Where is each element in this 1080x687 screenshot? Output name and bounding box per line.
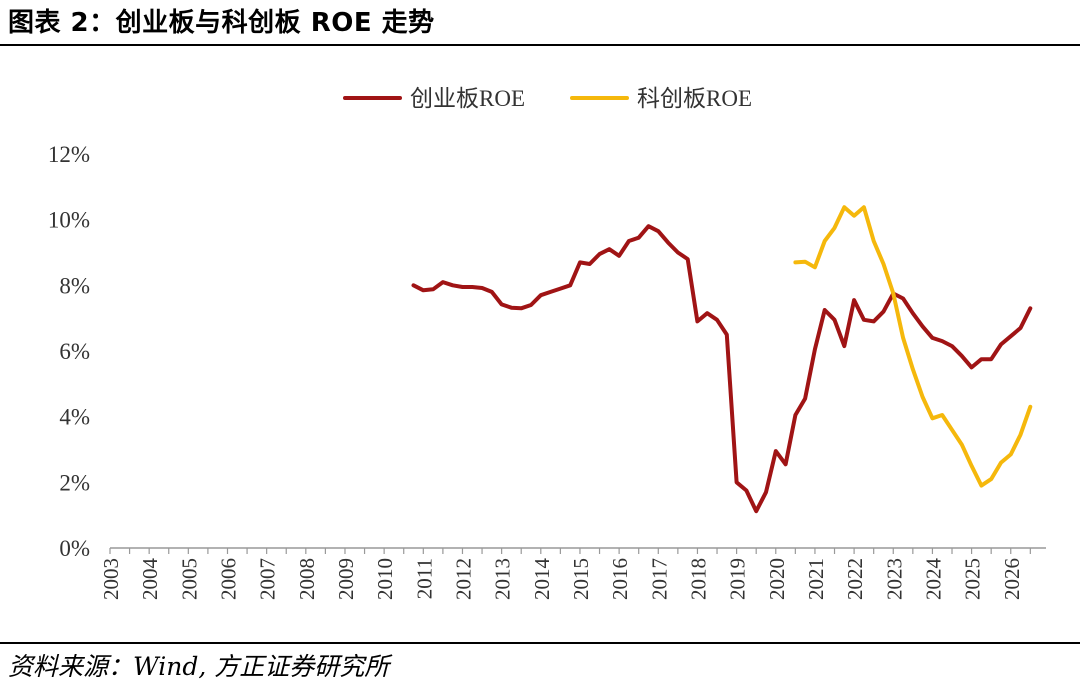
x-tick-label: 2010	[373, 558, 397, 600]
x-tick-label: 2019	[726, 558, 750, 600]
x-tick-label: 2013	[491, 558, 515, 600]
y-tick-label: 10%	[48, 208, 90, 233]
x-tick-label: 2007	[256, 558, 280, 600]
legend-label-1: 创业板ROE	[410, 86, 525, 111]
x-tick-label: 2016	[608, 558, 632, 600]
y-tick-label: 12%	[48, 142, 90, 167]
x-tick-label: 2009	[334, 558, 358, 600]
x-tick-label: 2004	[138, 558, 162, 601]
series-line-2	[793, 205, 1033, 488]
x-tick-label: 2014	[530, 558, 554, 601]
x-tick-label: 2022	[843, 558, 867, 600]
x-tick-label: 2017	[647, 558, 671, 600]
series-layer	[411, 205, 1033, 514]
y-tick-label: 4%	[59, 405, 90, 430]
x-tick-label: 2003	[99, 558, 123, 600]
figure-footer: 资料来源：Wind, 方正证券研究所	[0, 642, 1080, 687]
roe-line-chart: 创业板ROE 科创板ROE 0%2%4%6%8%10%12% 2003 2004 20…	[48, 86, 1046, 601]
x-tick-label: 2021	[804, 558, 828, 600]
source-note: 资料来源：Wind, 方正证券研究所	[8, 652, 390, 681]
y-axis: 0% 2% 4% 6% 8% 10% 12%	[48, 142, 90, 561]
chart-legend: 创业板ROE 科创板ROE	[343, 86, 752, 111]
x-tick-label: 2025	[961, 558, 985, 600]
series-line-1	[411, 224, 1033, 514]
x-tick-label: 2024	[921, 558, 945, 601]
y-tick-label: 2%	[59, 470, 90, 495]
x-tick-label: 2012	[451, 558, 475, 600]
y-tick-label: 6%	[59, 339, 90, 364]
x-tick-label: 2008	[295, 558, 319, 600]
legend-label-2: 科创板ROE	[637, 86, 752, 111]
chart-area: 创业板ROE 科创板ROE 0% 2% 4% 6% 8% 10% 12% 2003 2004 20…	[0, 48, 1080, 642]
x-tick-label: 2005	[177, 558, 201, 600]
x-tick-label: 2018	[686, 558, 710, 600]
figure-title: 图表 2：创业板与科创板 ROE 走势	[8, 8, 435, 38]
figure-title-bar: 图表 2：创业板与科创板 ROE 走势	[0, 0, 1080, 46]
x-tick-label: 2006	[216, 558, 240, 600]
x-tick-label: 2023	[882, 558, 906, 600]
x-tick-label: 2020	[765, 558, 789, 600]
x-axis: 2003 2004 2005 2006 2007 2008 2009 2010 2011 2012…	[99, 547, 1046, 601]
x-tick-label: 2026	[1000, 558, 1024, 600]
x-tick-label: 2015	[569, 558, 593, 600]
y-tick-label: 8%	[59, 273, 90, 298]
y-tick-label: 0%	[59, 536, 90, 561]
x-tick-label: 2011	[412, 558, 436, 599]
